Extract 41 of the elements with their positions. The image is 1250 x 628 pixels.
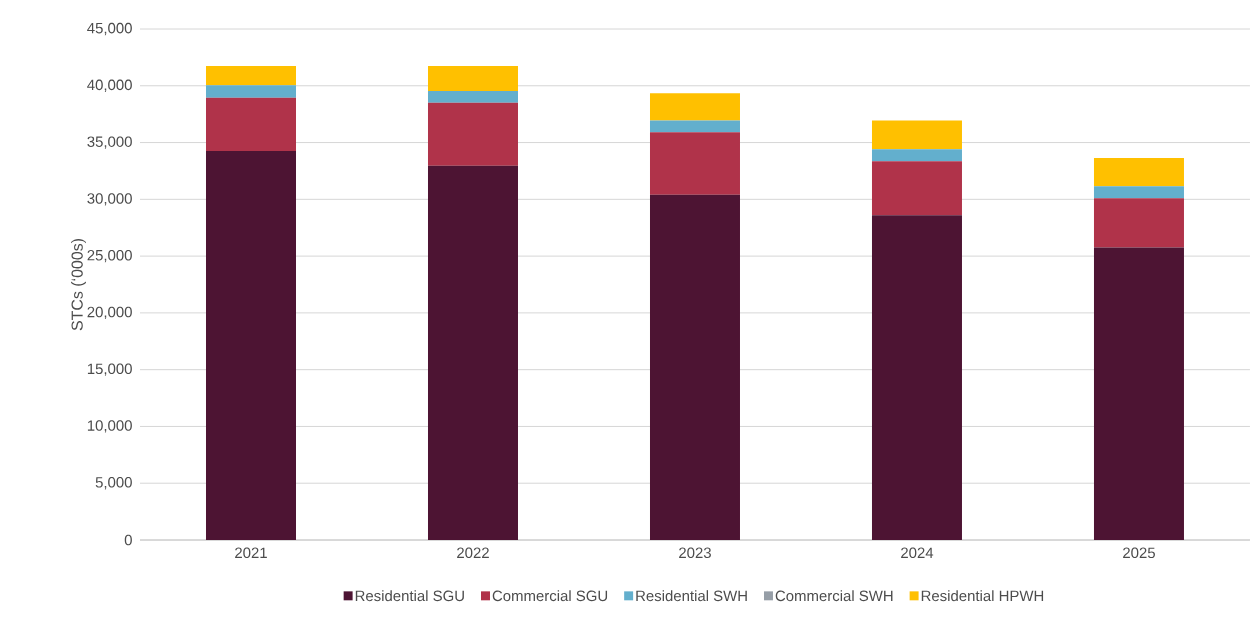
bar (649, 93, 740, 121)
y-tick-label: 35,000 (87, 136, 132, 149)
legend-label: Residential SWH (636, 590, 747, 602)
bar (1093, 186, 1184, 199)
y-tick-label: 0 (124, 534, 132, 546)
legend-label: Residential SGU (355, 590, 464, 602)
bar (427, 102, 518, 166)
bar (206, 65, 296, 86)
x-tick-label: 2023 (679, 547, 711, 559)
bar (1093, 247, 1184, 540)
bar (649, 120, 740, 133)
y-tick-label: 5,000 (95, 477, 132, 490)
y-tick-label: 45,000 (87, 22, 132, 36)
bar (871, 215, 962, 540)
bar (649, 132, 740, 195)
y-tick-label: 20,000 (87, 306, 132, 320)
bar (649, 194, 740, 540)
bar (206, 97, 296, 152)
bar (871, 120, 962, 150)
legend-label: Commercial SGU (492, 590, 608, 602)
bar (871, 161, 962, 216)
y-tick-label: 25,000 (87, 249, 132, 263)
x-tick-label: 2021 (235, 547, 267, 559)
bar (206, 151, 296, 540)
y-axis-title: STCs (‘000s) (71, 239, 86, 331)
x-tick-label: 2022 (457, 547, 489, 559)
x-tick-label: 2025 (1123, 547, 1155, 559)
legend-label: Commercial SWH (775, 590, 893, 602)
y-tick-label: 40,000 (87, 79, 132, 92)
y-tick-label: 15,000 (87, 363, 132, 376)
bar (206, 85, 296, 98)
bar (427, 165, 518, 540)
legend-label: Residential HPWH (921, 590, 1044, 602)
x-tick-label: 2024 (901, 547, 934, 559)
bar (427, 65, 518, 91)
y-tick-label: 10,000 (87, 420, 132, 433)
bar (1093, 157, 1184, 187)
bar (1093, 198, 1184, 248)
bar (871, 149, 962, 162)
y-tick-label: 30,000 (87, 193, 132, 206)
bar (427, 90, 518, 103)
